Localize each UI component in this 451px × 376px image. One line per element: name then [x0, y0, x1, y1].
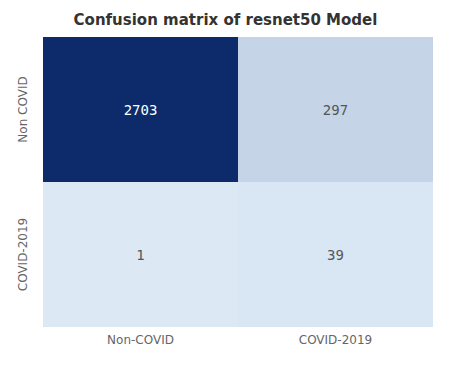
- svg-text:Non-COVID: Non-COVID: [107, 333, 174, 347]
- svg-text:2703: 2703: [124, 102, 158, 118]
- svg-text:COVID-2019: COVID-2019: [299, 333, 372, 347]
- html-text:Confusion matrix of resnet50 M: Confusion matrix of resnet50 Model: [73, 11, 378, 29]
- svg-text:COVID-2019: COVID-2019: [16, 218, 30, 291]
- svg-text:39: 39: [327, 247, 344, 263]
- svg-text:1: 1: [136, 247, 144, 263]
- svg-text:Non COVID: Non COVID: [16, 76, 30, 142]
- svg-text:297: 297: [323, 102, 348, 118]
